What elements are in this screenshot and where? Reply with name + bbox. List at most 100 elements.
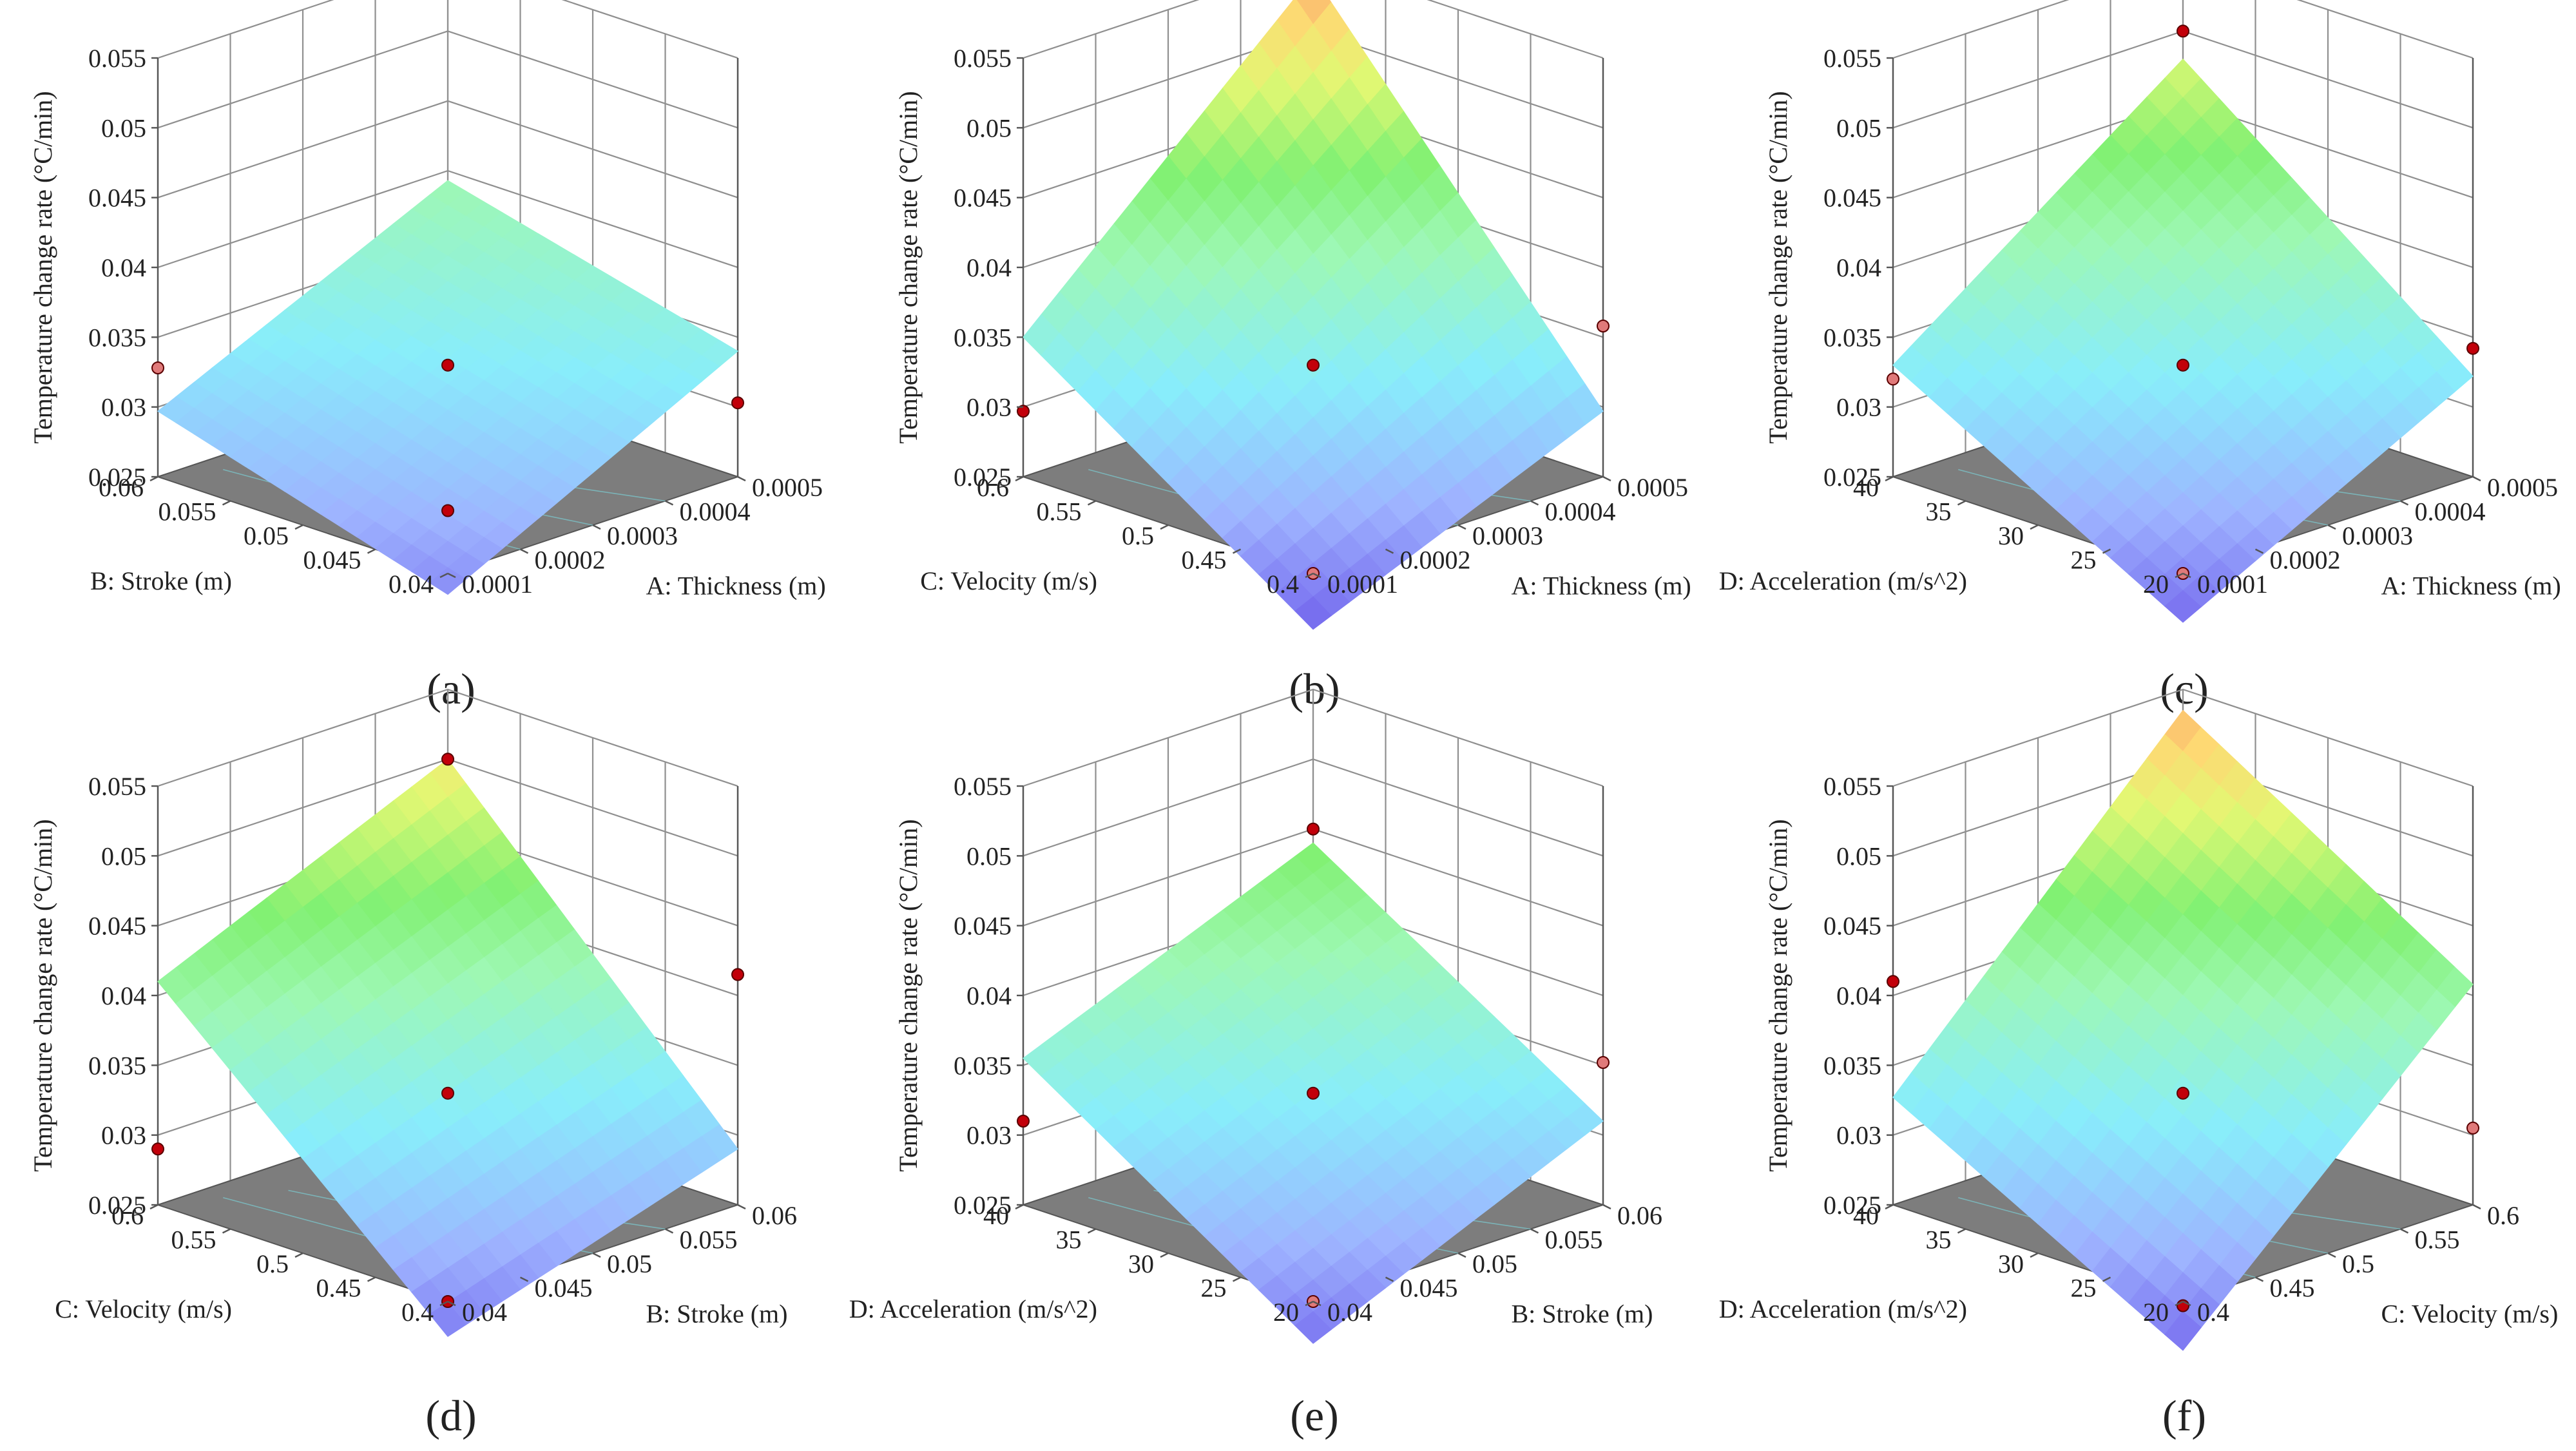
right-axis-tick [447,572,456,579]
right-axis-tick [592,1252,601,1258]
left-axis-tick-label: 35 [1926,497,1952,526]
design-point [2177,24,2189,38]
right-axis-tick-label: 0.0001 [462,570,533,599]
left-axis-tick-label: 30 [1998,1249,2024,1278]
design-point [1887,372,1899,386]
z-axis-label: Temperature change rate (°C/min) [894,91,923,443]
response-surface [1892,58,2474,623]
design-point [441,1086,454,1100]
z-tick-label: 0.035 [954,323,1012,352]
right-axis-tick-label: 0.0001 [1327,570,1398,599]
z-tick-label: 0.055 [1823,44,1881,73]
right-axis-tick [1457,1252,1466,1258]
panel-c: 0.025 0.03 0.035 0.04 0.045 0.05 0.055 Temperat… [1719,0,2561,713]
panel-e: 0.025 0.03 0.035 0.04 0.045 0.05 0.055 Temperat… [849,688,1662,1440]
design-point [2177,358,2189,372]
left-axis-tick-label: 40 [983,1201,1009,1230]
right-axis-tick [519,548,529,554]
surface-patch [1294,596,1332,630]
response-surface [157,180,739,595]
right-axis-tick-label: 0.055 [680,1225,738,1254]
z-axis-label: Temperature change rate (°C/min) [894,819,923,1171]
z-tick-label: 0.035 [88,1051,146,1080]
left-axis-tick-label: 25 [2071,1274,2097,1303]
z-tick-label: 0.025 [88,1191,146,1220]
right-axis-label: A: Thickness (m) [2381,572,2561,601]
left-axis-tick-label: 25 [1201,1274,1227,1303]
right-axis-tick [1457,524,1466,530]
right-axis-tick [519,1276,529,1282]
z-tick-label: 0.03 [101,393,146,422]
left-axis-tick-label: 0.5 [1122,521,1154,550]
left-axis-tick [367,548,376,554]
z-tick-label: 0.03 [1836,1121,1881,1150]
left-axis-tick [1885,1204,1894,1210]
design-point [2466,1121,2479,1135]
right-axis-tick-label: 0.5 [2342,1249,2374,1278]
left-axis-tick [1885,476,1894,482]
design-point [151,1142,164,1156]
z-tick-label: 0.035 [88,323,146,352]
left-axis-tick-label: 30 [1128,1249,1154,1278]
left-axis-tick [1957,1228,1966,1234]
z-tick-label: 0.045 [88,912,146,941]
left-axis-tick-label: 35 [1056,1225,1082,1254]
design-point [1887,975,1899,988]
z-axis-label: Temperature change rate (°C/min) [28,91,57,443]
right-axis-tick [2399,500,2409,506]
z-axis-label: Temperature change rate (°C/min) [1764,91,1793,443]
z-tick-label: 0.05 [1836,113,1881,142]
left-axis-tick-label: 0.04 [389,570,434,599]
left-axis-tick [1305,572,1314,579]
right-axis-tick-label: 0.0003 [607,521,678,550]
left-axis-tick [1087,500,1097,506]
panel-label: (b) [1289,664,1340,713]
z-tick-label: 0.035 [954,1051,1012,1080]
left-axis-tick-label: 0.55 [1037,497,1082,526]
left-axis-label: C: Velocity (m/s) [920,566,1097,595]
left-axis-tick [439,1300,448,1307]
panel-label: (d) [425,1391,476,1440]
left-axis-label: D: Acceleration (m/s^2) [849,1294,1097,1323]
z-tick-label: 0.025 [1823,1191,1881,1220]
z-tick-label: 0.025 [954,1191,1012,1220]
left-axis-tick-label: 0.4 [401,1298,434,1327]
z-tick-label: 0.04 [1836,981,1881,1010]
response-surface [1892,709,2474,1351]
z-tick-label: 0.045 [954,912,1012,941]
response-surface [1023,842,1604,1344]
z-tick-label: 0.035 [1823,1051,1881,1080]
z-tick-label: 0.05 [966,841,1012,870]
right-axis-tick-label: 0.0005 [1617,473,1688,502]
z-tick-label: 0.04 [966,981,1012,1010]
design-point [731,396,744,410]
left-axis-tick-label: 20 [2143,1298,2169,1327]
z-tick-label: 0.05 [101,841,146,870]
left-axis-label: C: Velocity (m/s) [55,1294,232,1323]
right-axis-label: B: Stroke (m) [1512,1300,1653,1329]
left-axis-tick [2030,524,2039,530]
z-tick-label: 0.055 [1823,772,1881,801]
right-axis-tick [2182,1300,2191,1307]
z-gridline [1892,0,2474,59]
left-axis-tick [1232,1276,1242,1282]
response-surface [157,758,738,1337]
panel-label: (e) [1290,1391,1338,1440]
z-tick-label: 0.025 [954,463,1012,492]
right-axis-tick [2254,1276,2264,1282]
left-axis-tick-label: 20 [2143,570,2169,599]
z-tick-label: 0.05 [101,113,146,142]
left-axis-tick [439,572,448,579]
left-axis-tick-label: 0.5 [256,1249,289,1278]
design-point [1307,822,1320,836]
right-axis-tick [1385,548,1394,554]
right-axis-tick-label: 0.0001 [2197,570,2268,599]
z-tick-label: 0.03 [101,1121,146,1150]
panel-f: 0.025 0.03 0.035 0.04 0.045 0.05 0.055 Temperat… [1719,688,2558,1440]
left-axis-tick [2030,1252,2039,1258]
z-tick-label: 0.03 [1836,393,1881,422]
z-tick-label: 0.045 [88,184,146,213]
right-axis-tick [1312,572,1322,579]
z-tick-label: 0.045 [954,184,1012,213]
